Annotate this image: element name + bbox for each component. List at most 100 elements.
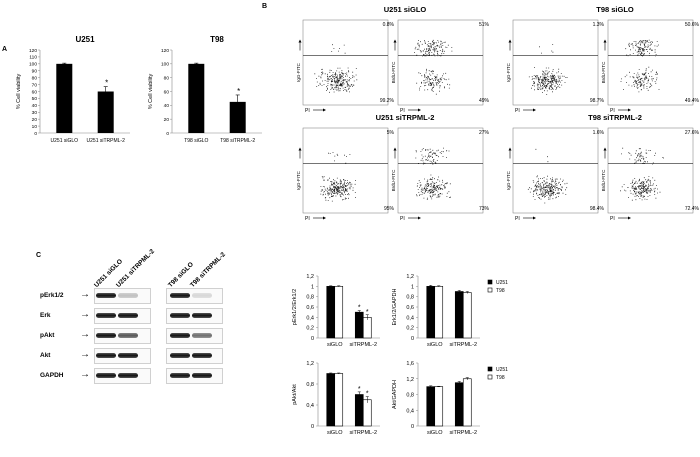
scatter-points xyxy=(620,147,664,201)
x-tick-label: siTRPML-2 xyxy=(450,430,478,436)
y-tick-label: 80 xyxy=(32,75,38,81)
bar xyxy=(426,286,436,339)
quadrant-top-percent: 27% xyxy=(479,130,490,136)
scatter-points xyxy=(415,147,451,200)
y-tick-label: 0,2 xyxy=(406,326,414,332)
flow-x-arrowhead xyxy=(418,216,421,220)
x-tick-label: siTRPML-2 xyxy=(450,342,478,348)
protein-band xyxy=(192,313,212,318)
y-tick-label: 0,8 xyxy=(406,295,414,301)
flow-x-arrowhead xyxy=(418,108,421,112)
quadrant-bottom-percent: 98.7% xyxy=(590,98,605,104)
x-tick-label: siGLO xyxy=(327,430,343,436)
y-tick-label: 1,2 xyxy=(406,377,414,383)
protein-name: pAkt xyxy=(40,332,55,339)
protein-band xyxy=(170,353,190,358)
flow-plot-frame xyxy=(302,19,389,106)
protein-name: Akt xyxy=(40,352,51,359)
protein-band xyxy=(118,373,138,378)
blot-strip xyxy=(94,348,151,364)
protein-name: GAPDH xyxy=(40,372,64,379)
legend-label: T98 xyxy=(496,375,505,381)
protein-band xyxy=(170,313,190,318)
y-axis-label: Akt/GAPDH xyxy=(392,380,398,409)
protein-band xyxy=(192,293,212,298)
flow-x-arrowhead xyxy=(323,108,326,112)
panel-label-a: A xyxy=(2,46,8,53)
flow-group: U251 siTRPML-2 5% 95% IgG-FITC PI 27% 73% BrdU-… xyxy=(295,113,495,222)
panel-label-c: C xyxy=(36,252,42,259)
bar xyxy=(334,373,344,427)
flow-x-label: PI xyxy=(515,108,520,114)
protein-band xyxy=(170,333,190,338)
flow-x-arrowhead xyxy=(628,216,631,220)
flow-plot-frame xyxy=(512,19,599,106)
flow-y-label: BrdU-FITC xyxy=(391,169,396,191)
x-tick-label: siGLO xyxy=(427,342,443,348)
protein-band xyxy=(96,373,116,378)
blot-row-label: Akt → xyxy=(40,349,92,360)
y-tick-label: 0,8 xyxy=(306,382,314,388)
y-axis-label: % Cell viability xyxy=(16,74,22,110)
flow-plot-frame xyxy=(302,127,389,214)
protein-band xyxy=(192,353,212,358)
flow-y-label: IgG-FITC xyxy=(296,62,301,81)
y-tick-label: 30 xyxy=(32,110,38,116)
flow-plot-frame xyxy=(397,127,484,214)
scatter-points xyxy=(320,152,356,202)
y-tick-label: 0 xyxy=(411,424,414,430)
quadrant-top-percent: 50.6% xyxy=(685,22,700,28)
protein-band xyxy=(96,293,116,298)
panel-b-flow-cytometry: U251 siGLO 0.8% 99.2% IgG-FITC PI 51% 49% BrdU-… xyxy=(295,5,700,230)
blot-strip xyxy=(94,288,151,304)
arrow-icon: → xyxy=(80,309,90,320)
y-tick-label: 1,2 xyxy=(306,274,314,280)
bar xyxy=(362,317,372,339)
x-tick-label: siTRPML-2 xyxy=(350,342,378,348)
legend-label: U251 xyxy=(496,280,508,286)
y-tick-label: 100 xyxy=(161,62,169,68)
flow-x-label: PI xyxy=(610,216,615,222)
flow-x-label: PI xyxy=(400,216,405,222)
y-tick-label: 0,8 xyxy=(306,295,314,301)
chart-title: T98 xyxy=(210,35,224,44)
flow-x-label: PI xyxy=(305,216,310,222)
significance-star: * xyxy=(105,79,108,88)
bar xyxy=(434,286,444,339)
quadrant-bottom-percent: 73% xyxy=(479,206,490,212)
y-tick-label: 1,6 xyxy=(406,361,414,367)
blot-strip xyxy=(94,328,151,344)
y-tick-label: 40 xyxy=(164,103,170,109)
protein-band xyxy=(192,373,212,378)
y-tick-label: 0 xyxy=(34,131,37,137)
y-tick-label: 0,8 xyxy=(406,393,414,399)
bar xyxy=(426,386,436,427)
quadrant-bottom-percent: 98.4% xyxy=(590,206,605,212)
protein-band xyxy=(118,353,138,358)
y-tick-label: 50 xyxy=(32,96,38,102)
protein-band xyxy=(192,333,212,338)
flow-x-arrowhead xyxy=(533,216,536,220)
protein-band xyxy=(170,373,190,378)
x-tick-label: siGLO xyxy=(427,430,443,436)
y-tick-label: 20 xyxy=(164,117,170,123)
y-axis-label: pErk1/2/Erk1/2 xyxy=(292,289,298,325)
x-tick-label: T98 siGLO xyxy=(184,138,208,144)
protein-band xyxy=(96,313,116,318)
quadrant-bottom-percent: 49.4% xyxy=(685,98,700,104)
flow-x-label: PI xyxy=(610,108,615,114)
flow-plot-frame xyxy=(607,19,694,106)
flow-plot-frame xyxy=(397,19,484,106)
bar xyxy=(56,63,73,134)
y-tick-label: 1,2 xyxy=(306,361,314,367)
bar xyxy=(434,386,444,427)
y-tick-label: 90 xyxy=(32,69,38,75)
scatter-points xyxy=(620,39,660,93)
chart-title: U251 xyxy=(75,35,95,44)
protein-band xyxy=(170,293,190,298)
x-tick-label: siTRPML-2 xyxy=(350,430,378,436)
y-axis-label: Erk1/2/GAPDH xyxy=(392,288,398,325)
flow-group-title: U251 siTRPML-2 xyxy=(375,113,435,122)
legend-label: U251 xyxy=(496,367,508,373)
significance-star: * xyxy=(366,309,369,316)
